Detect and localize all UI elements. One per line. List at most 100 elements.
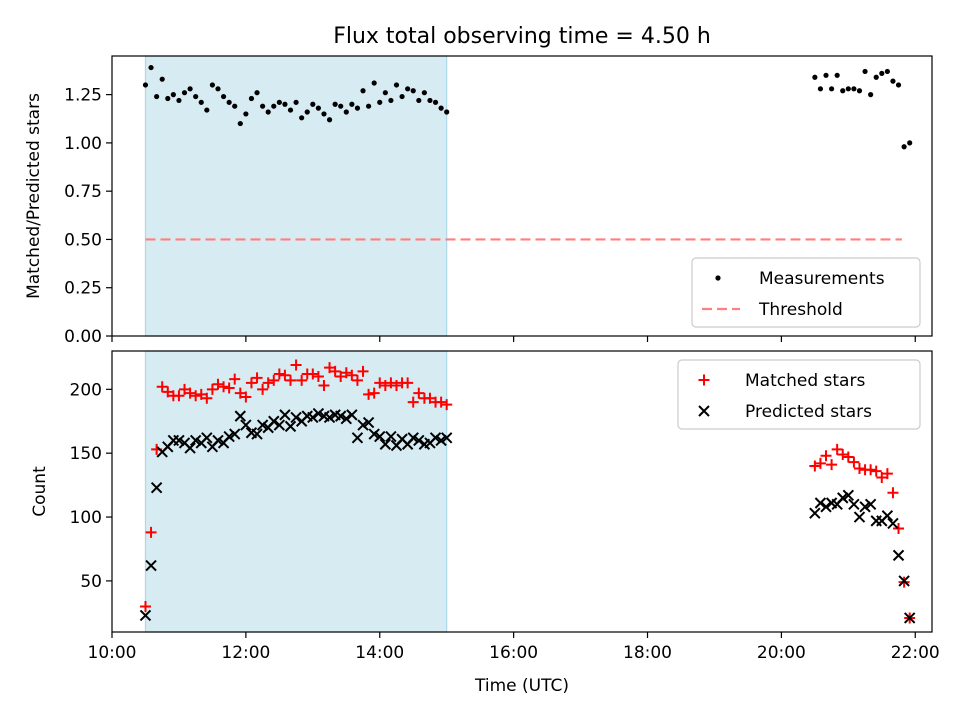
matched-stars-point [212,378,224,390]
matched-stars-point [876,471,888,483]
measurement-point [879,70,885,76]
matched-stars-point [837,448,849,460]
predicted-stars-point [407,432,419,444]
matched-stars-point [424,392,436,404]
legend-label: Predicted stars [745,402,872,422]
measurement-point [907,140,913,146]
matched-stars-point [402,377,414,389]
measurement-point [232,103,238,109]
legend: Matched stars Predicted stars [677,359,921,430]
measurement-point [890,78,896,84]
measurement-point [856,88,863,94]
y-axis-label: Count [30,466,50,517]
matched-stars-point [218,381,230,393]
matched-stars-point [893,523,905,535]
ratio-panel: 0.00 0.25 0.50 0.75 1.00 1.25 Matched/Predicte… [24,55,933,347]
matched-stars-point [363,388,375,400]
measurement-point [823,72,829,78]
measurement-point [148,64,154,71]
predicted-stars-point [887,517,899,530]
count-panel: 10:00 12:00 14:00 16:00 18:00 20:00 22:00 50 100… [30,350,940,696]
predicted-stars-point [139,609,152,622]
predicted-stars-point [374,430,386,443]
y-tick-label: 100 [70,508,102,528]
matched-stars-point [273,368,285,380]
predicted-stars-point [837,492,849,504]
measurement-point [393,82,400,88]
predicted-stars-point [346,409,358,421]
matched-stars-point [156,381,168,393]
matched-stars-point [268,374,280,386]
x-tick-label: 22:00 [891,643,940,663]
measurement-point [220,93,227,100]
predicted-stars-point [351,432,364,444]
series-matched-stars [139,359,916,624]
measurement-point [315,105,321,111]
predicted-stars-point [273,419,286,431]
measurement-point [410,88,416,94]
matched-stars-point [312,371,324,383]
predicted-stars-point [820,501,832,513]
matched-stars-point [290,359,302,371]
series-predicted-stars [139,407,916,624]
matched-stars-point [251,372,263,384]
measurement-point [170,92,176,98]
matched-stars-point [865,464,877,476]
measurement-point [209,82,216,88]
x-axis-label: Time (UTC) [474,676,569,696]
measurement-point [326,117,333,123]
series-measurements [142,64,913,150]
measurement-point [338,103,344,109]
matched-stars-point [887,487,899,499]
y-tick-label: 0.00 [64,327,102,347]
measurement-point [416,97,422,104]
legend-predicted-marker [698,405,710,417]
matched-stars-point [145,526,157,538]
matched-stars-point [234,387,246,399]
matched-stars-point [173,390,185,402]
matched-stars-point [368,387,380,399]
measurement-point [287,107,294,113]
measurement-point [204,107,210,113]
measurement-point [343,109,349,115]
matched-stars-point [441,399,453,411]
legend-label: Measurements [759,269,885,289]
measurement-point [360,88,366,94]
measurement-point [388,97,394,104]
y-tick-label: 1.25 [64,86,102,106]
matched-stars-point [296,374,308,386]
y-tick-label: 0.25 [64,279,102,299]
legend: Measurements Threshold [691,257,921,328]
predicted-stars-point [256,419,269,431]
predicted-stars-point [234,410,247,422]
matched-stars-point [324,362,336,374]
predicted-stars-point [362,416,375,429]
predicted-stars-point [898,575,910,587]
matched-stars-point [240,391,252,403]
matched-stars-point [229,373,241,385]
matched-stars-point [262,377,274,389]
legend-label: Threshold [758,300,843,320]
y-axis-label: Matched/Predicted stars [24,93,44,299]
measurement-point [382,90,388,96]
predicted-stars-point [312,407,325,420]
matched-stars-point [335,371,347,383]
predicted-stars-point [251,428,263,440]
predicted-stars-point [212,434,224,447]
matched-stars-point [318,379,330,391]
predicted-stars-point [385,430,397,443]
measurement-point [304,109,310,115]
measurement-point [159,76,165,82]
measurement-point [260,103,266,109]
matched-stars-point [870,465,882,477]
matched-stars-point [340,367,352,379]
measurement-point [438,105,444,111]
measurement-point [868,92,874,98]
measurement-point [354,105,361,111]
predicted-stars-point [340,412,352,425]
measurement-point [365,103,372,109]
measurement-point [198,99,204,105]
measurement-point [321,111,327,117]
predicted-stars-point [323,411,336,424]
matched-stars-point [201,392,213,404]
